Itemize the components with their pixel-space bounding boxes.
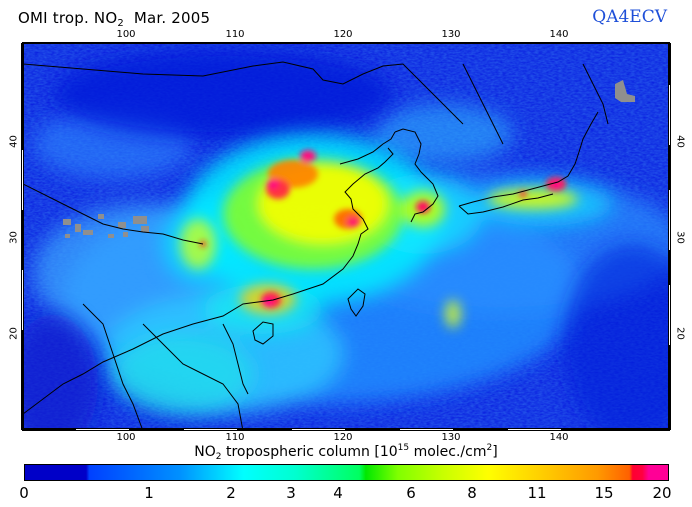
map-left-edge-white-2 (22, 270, 23, 330)
lon-tick-bottom-130: 130 (441, 432, 461, 443)
xlabel-suffix: ] (492, 444, 498, 460)
map-left-edge (21, 43, 24, 430)
no2-map (22, 43, 670, 430)
colorbar-label-0: 0 (19, 484, 29, 502)
lat-tick-right-40: 40 (674, 135, 686, 148)
lon-tick-top-120: 120 (333, 29, 353, 40)
colorbar-label-11: 11 (527, 484, 547, 502)
xlabel-middle: tropospheric column [10 (221, 444, 398, 460)
chart-title: OMI trop. NO2 Mar. 2005 (18, 9, 210, 29)
map-bottom-edge (22, 428, 670, 431)
lon-tick-top-130: 130 (441, 29, 461, 40)
map-left-edge-white-1 (22, 150, 23, 210)
xlabel-prefix: NO (194, 444, 216, 460)
lon-tick-bottom-110: 110 (225, 432, 245, 443)
colorbar (24, 464, 669, 481)
xlabel-units: molec./cm (409, 444, 487, 460)
colorbar-label-2: 2 (226, 484, 236, 502)
colorbar-label-20: 20 (652, 484, 672, 502)
missing-data-regions (63, 80, 635, 238)
colorbar-label-6: 6 (406, 484, 416, 502)
map-bottom-edge-white-1 (76, 429, 129, 430)
lon-tick-top-140: 140 (549, 29, 569, 40)
lat-tick-left-20: 20 (8, 327, 20, 340)
colorbar-label-15: 15 (594, 484, 614, 502)
title-subscript: 2 (117, 18, 124, 29)
map-bottom-edge-white-3 (292, 429, 345, 430)
colorbar-label-8: 8 (467, 484, 477, 502)
lon-tick-bottom-120: 120 (333, 432, 353, 443)
lat-tick-right-20: 20 (674, 327, 686, 340)
colorbar-label-4: 4 (333, 484, 343, 502)
lat-tick-left-40: 40 (8, 135, 20, 148)
colorbar-label-3: 3 (286, 484, 296, 502)
map-heatmap-svg (23, 44, 669, 429)
xlabel-subscript: 2 (215, 452, 222, 462)
lon-tick-bottom-100: 100 (116, 432, 136, 443)
brand-label: QA4ECV (592, 7, 667, 27)
map-bottom-edge-white-4 (400, 429, 453, 430)
map-right-edge-white-3 (669, 285, 670, 345)
lon-tick-top-100: 100 (116, 29, 136, 40)
xlabel-exponent: 15 (397, 443, 410, 453)
lat-tick-left-30: 30 (8, 231, 20, 244)
colorbar-label-1: 1 (144, 484, 154, 502)
lon-tick-bottom-140: 140 (549, 432, 569, 443)
title-date: Mar. 2005 (133, 9, 211, 27)
xlabel-units-exponent: 2 (486, 443, 493, 453)
map-right-edge-white-2 (669, 190, 670, 250)
lat-tick-right-30: 30 (674, 231, 686, 244)
map-right-edge-white-1 (669, 85, 670, 145)
map-bottom-edge-white-5 (508, 429, 561, 430)
title-text: OMI trop. NO (18, 9, 118, 27)
lon-tick-top-110: 110 (225, 29, 245, 40)
colorbar-title: NO2 tropospheric column [1015 molec./cm2… (0, 443, 692, 462)
coastlines (23, 61, 609, 429)
map-bottom-edge-white-2 (184, 429, 237, 430)
